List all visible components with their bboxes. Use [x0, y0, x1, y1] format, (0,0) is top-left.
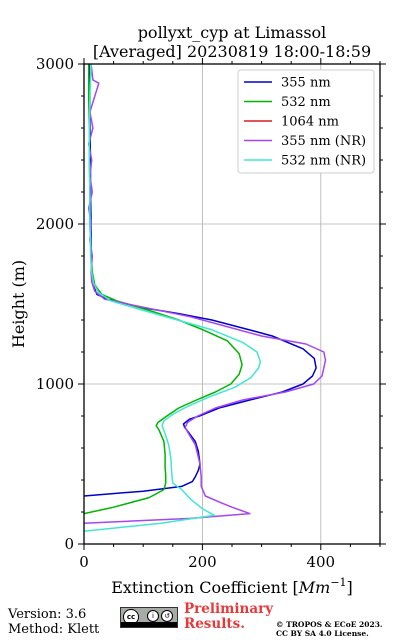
x-axis-label: Extinction Coefficient [Mm−1] [111, 576, 353, 597]
y-tick-label: 1000 [36, 375, 74, 393]
share-alike-icon: ↺ [161, 610, 173, 622]
series-line-1 [84, 64, 243, 515]
legend-label: 1064 nm [281, 115, 339, 130]
legend-label: 532 nm (NR) [281, 154, 366, 169]
chart-subtitle: [Averaged] 20230819 18:00-18:59 [93, 42, 371, 61]
legend-label: 355 nm (NR) [281, 134, 366, 149]
y-tick-label: 3000 [36, 55, 74, 73]
series-line-4 [84, 64, 262, 532]
preliminary-results-label: Preliminary Results. [184, 601, 274, 632]
chart-title: pollyxt_cyp at Limassol [138, 23, 327, 42]
badge-bar [121, 622, 177, 627]
x-tick-label: 0 [79, 553, 89, 571]
legend: 355 nm 532 nm 1064 nm 355 nm (NR) 532 nm (NR… [237, 69, 375, 174]
x-tick-label: 400 [306, 553, 335, 571]
y-axis-label: Height (m) [9, 260, 28, 348]
legend-label: 532 nm [281, 95, 331, 110]
copyright-label: © TROPOS & ECoE 2023. CC BY SA 4.0 Licen… [276, 620, 383, 638]
legend-label: 355 nm [281, 76, 331, 91]
y-tick-label: 2000 [36, 215, 74, 233]
method-label: Method: Klett [8, 622, 100, 637]
legend-box [237, 69, 375, 174]
x-tick-label: 200 [188, 553, 217, 571]
series-lines [84, 64, 327, 532]
cc-license-badge: cc i ↺ [120, 607, 178, 628]
version-label: Version: 3.6 [8, 607, 87, 622]
extinction-profile-chart: pollyxt_cyp at Limassol [Averaged] 20230… [9, 23, 386, 597]
y-tick-label: 0 [64, 535, 74, 553]
axis-ticks: 0 200 400 0 1000 2000 3000 [36, 55, 386, 571]
by-attribution-icon: i [147, 610, 159, 622]
